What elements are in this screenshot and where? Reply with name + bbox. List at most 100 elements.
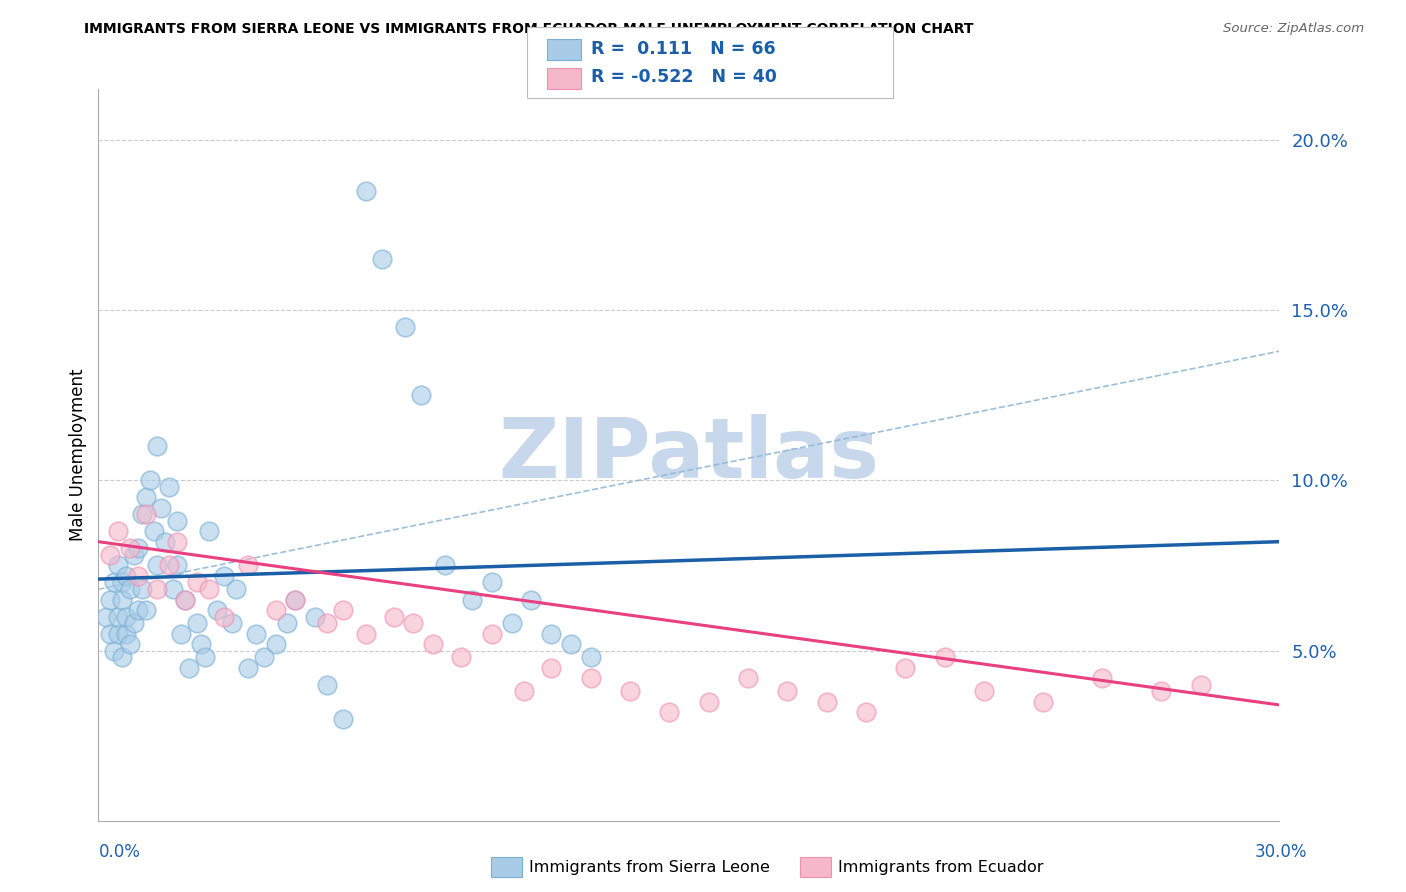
Point [1189,677,1212,691]
Point [186,575,208,590]
Point [402,616,425,631]
Point [264,603,287,617]
Point [422,637,444,651]
Point [146,582,169,597]
Point [354,626,377,640]
Point [135,603,157,617]
Point [111,650,134,665]
Point [619,684,641,698]
Point [520,592,543,607]
Point [371,252,394,267]
Point [122,616,145,631]
Point [122,549,145,563]
Point [166,514,188,528]
Point [115,568,138,582]
Point [98,626,121,640]
Point [150,500,173,515]
Point [96,609,118,624]
Text: ZIPatlas: ZIPatlas [499,415,879,495]
Point [118,582,141,597]
Point [155,534,177,549]
Point [540,660,562,674]
Text: IMMIGRANTS FROM SIERRA LEONE VS IMMIGRANTS FROM ECUADOR MALE UNEMPLOYMENT CORREL: IMMIGRANTS FROM SIERRA LEONE VS IMMIGRAN… [84,22,974,37]
Point [737,671,759,685]
Text: Immigrants from Sierra Leone: Immigrants from Sierra Leone [529,860,769,874]
Point [214,568,236,582]
Point [934,650,956,665]
Point [579,650,602,665]
Point [146,558,169,573]
Point [411,388,433,402]
Y-axis label: Male Unemployment: Male Unemployment [69,368,87,541]
Point [186,616,208,631]
Point [166,558,188,573]
Point [214,609,236,624]
Point [1032,695,1054,709]
Text: Source: ZipAtlas.com: Source: ZipAtlas.com [1223,22,1364,36]
Point [162,582,184,597]
Point [225,582,247,597]
Point [107,626,129,640]
Point [131,508,153,522]
Point [394,320,416,334]
Point [157,558,180,573]
Text: 0.0%: 0.0% [98,843,141,861]
Point [855,705,877,719]
Point [205,603,228,617]
Point [194,650,217,665]
Point [481,575,503,590]
Point [98,549,121,563]
Point [236,558,259,573]
Point [304,609,326,624]
Point [501,616,523,631]
Point [197,582,219,597]
Point [1091,671,1114,685]
Point [127,603,149,617]
Point [103,575,125,590]
Point [382,609,405,624]
Point [894,660,917,674]
Text: R = -0.522   N = 40: R = -0.522 N = 40 [591,69,776,87]
Point [174,592,197,607]
Point [115,626,138,640]
Point [284,592,307,607]
Point [174,592,197,607]
Point [450,650,472,665]
Point [127,541,149,556]
Point [111,592,134,607]
Point [107,558,129,573]
Point [107,609,129,624]
Point [118,637,141,651]
Point [315,616,337,631]
Point [461,592,484,607]
Point [512,684,534,698]
Point [560,637,582,651]
Point [138,474,160,488]
Point [1150,684,1173,698]
Text: R =  0.111   N = 66: R = 0.111 N = 66 [591,40,775,58]
Point [776,684,799,698]
Point [253,650,276,665]
Point [115,609,138,624]
Point [697,695,720,709]
Point [111,575,134,590]
Point [284,592,307,607]
Point [197,524,219,539]
Point [118,541,141,556]
Point [135,508,157,522]
Point [433,558,456,573]
Point [142,524,165,539]
Point [190,637,212,651]
Point [579,671,602,685]
Point [245,626,267,640]
Point [540,626,562,640]
Point [135,491,157,505]
Point [103,643,125,657]
Point [332,712,354,726]
Point [264,637,287,651]
Text: 30.0%: 30.0% [1256,843,1308,861]
Point [146,439,169,453]
Point [354,184,377,198]
Point [107,524,129,539]
Point [177,660,200,674]
